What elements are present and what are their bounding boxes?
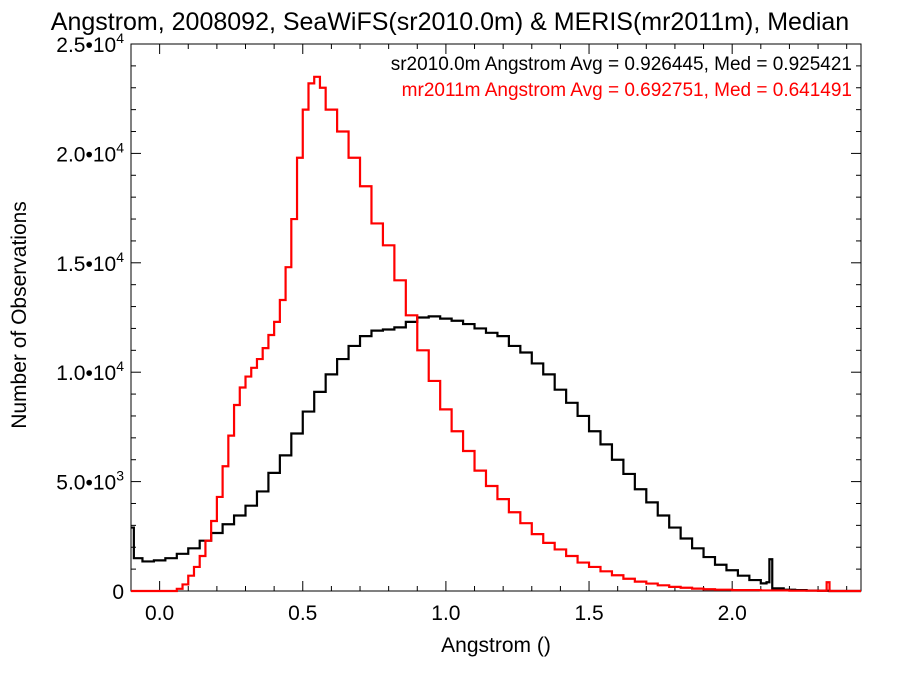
y-tick-label: 2.0•104 bbox=[56, 139, 124, 166]
x-tick-label: 2.0 bbox=[718, 602, 747, 625]
y-axis: 0 5.0•103 1.0•104 1.5•104 2.0•104 2.5•104 bbox=[56, 30, 861, 604]
x-tick-label: 1.5 bbox=[574, 602, 603, 625]
series-line-mr2011m bbox=[131, 75, 861, 593]
plot-frame bbox=[130, 43, 862, 592]
x-axis-title: Angstrom () bbox=[441, 634, 551, 657]
y-axis-title: Number of Observations bbox=[8, 201, 31, 429]
annotation-series-2-stats: mr2011m Angstrom Avg = 0.692751, Med = 0… bbox=[402, 80, 852, 101]
series-line-sr2010.0m bbox=[131, 315, 861, 593]
series-layer bbox=[131, 75, 861, 593]
x-axis: 0.0 0.5 1.0 1.5 2.0 bbox=[130, 44, 848, 625]
x-tick-label: 1.0 bbox=[431, 602, 460, 625]
y-tick-label: 2.5•104 bbox=[56, 30, 124, 57]
chart-title: Angstrom, 2008092, SeaWiFS(sr2010.0m) & … bbox=[51, 8, 849, 36]
y-tick-label: 1.5•104 bbox=[56, 249, 124, 276]
y-tick-label: 0 bbox=[112, 581, 124, 604]
y-tick-label: 5.0•103 bbox=[56, 468, 124, 495]
y-tick-label: 1.0•104 bbox=[56, 358, 124, 385]
annotation-series-1-stats: sr2010.0m Angstrom Avg = 0.926445, Med =… bbox=[391, 54, 852, 75]
plot-area: 0.0 0.5 1.0 1.5 2.0 0 5.0•103 1.0•104 1.5•104 2.… bbox=[56, 30, 862, 625]
x-tick-label: 0.0 bbox=[145, 602, 174, 625]
x-tick-label: 0.5 bbox=[288, 602, 317, 625]
